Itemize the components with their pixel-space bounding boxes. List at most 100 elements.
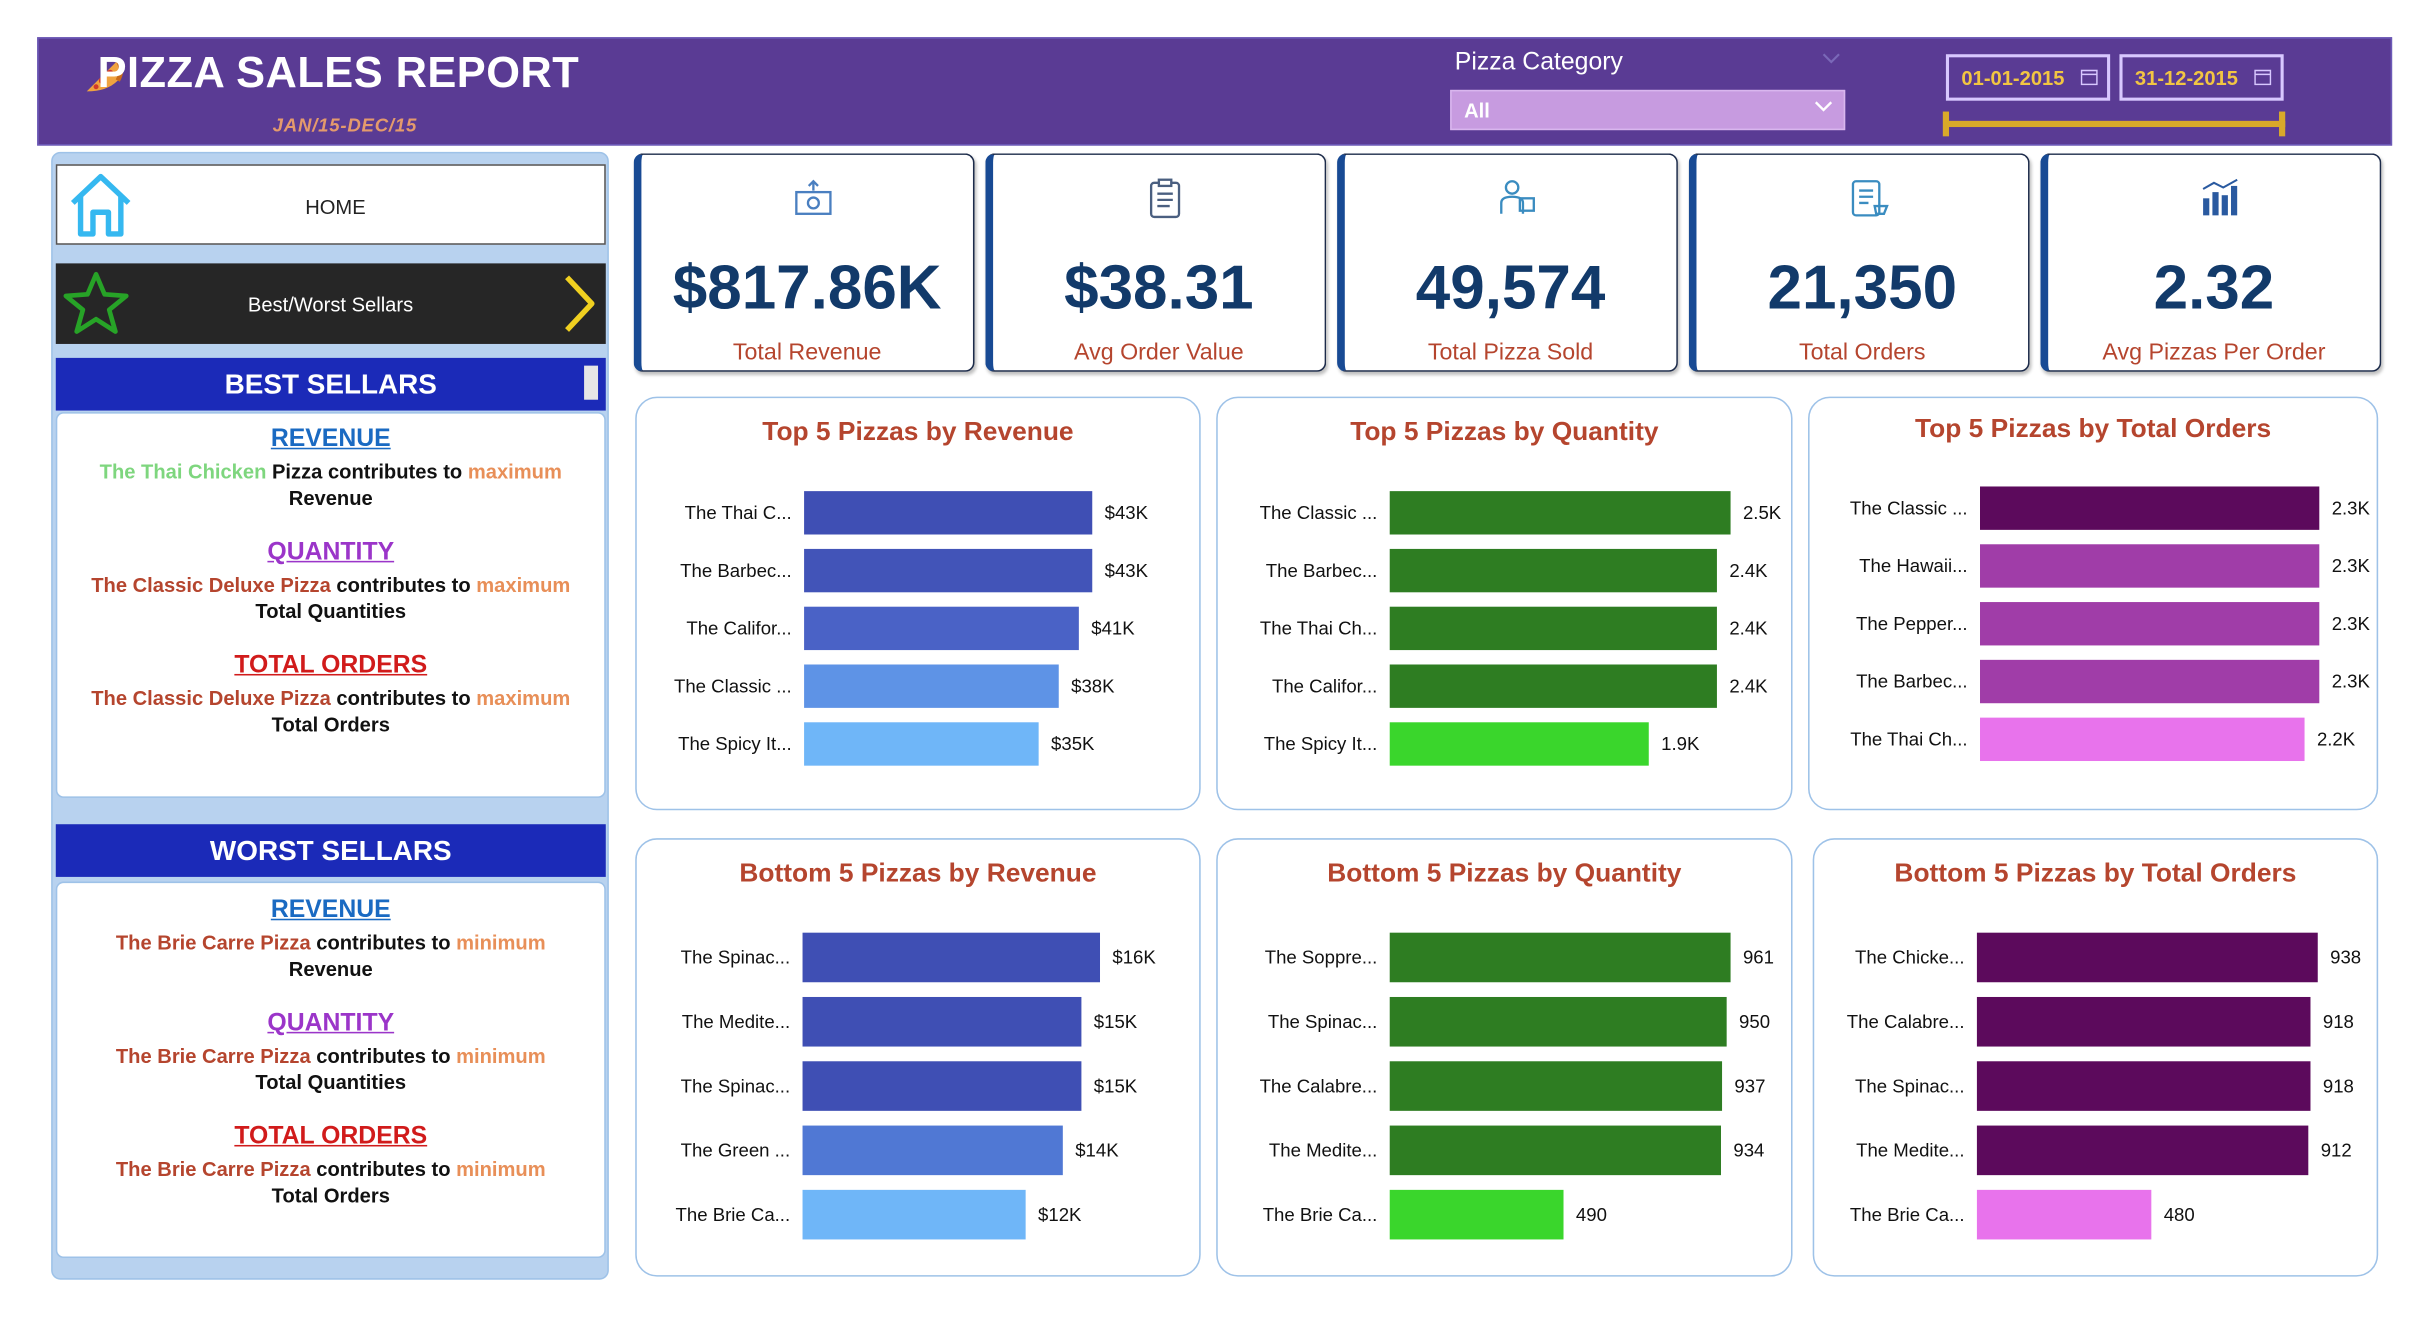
category-label: The Califor... bbox=[686, 618, 791, 639]
bar[interactable] bbox=[1980, 486, 2320, 530]
kpi-value: $817.86K bbox=[672, 254, 942, 323]
bar[interactable] bbox=[1980, 544, 2320, 588]
best-orders-block: TOTAL ORDERS The Classic Deluxe Pizza co… bbox=[57, 652, 604, 737]
category-label: The Thai Ch... bbox=[1260, 618, 1377, 639]
category-label: The Califor... bbox=[1272, 675, 1377, 696]
text-fragment: contributes to bbox=[310, 931, 457, 955]
data-label: 937 bbox=[1734, 1075, 1765, 1096]
worst-sellers-heading: WORST SELLARS bbox=[55, 824, 606, 877]
bar[interactable] bbox=[1389, 1061, 1723, 1111]
start-date-value: 01-01-2015 bbox=[1961, 66, 2065, 90]
data-label: 2.2K bbox=[2317, 729, 2356, 750]
bar[interactable] bbox=[1976, 1189, 2152, 1240]
data-label: 961 bbox=[1743, 947, 1774, 968]
data-label: 2.4K bbox=[1729, 675, 1768, 696]
category-label: The Barbec... bbox=[680, 560, 792, 581]
data-label: $16K bbox=[1112, 947, 1156, 968]
bar[interactable] bbox=[802, 1125, 1063, 1176]
data-label: 918 bbox=[2323, 1075, 2354, 1096]
category-label: The Thai Ch... bbox=[1850, 729, 1967, 750]
category-label: The Spinac... bbox=[1855, 1075, 1964, 1096]
slider-start-handle[interactable] bbox=[1942, 111, 1950, 137]
calendar-icon bbox=[2254, 69, 2272, 86]
bar[interactable] bbox=[1389, 1125, 1721, 1176]
bar[interactable] bbox=[1976, 996, 2311, 1047]
bar[interactable] bbox=[1980, 602, 2320, 646]
best-worst-sellers-button[interactable]: Best/Worst Sellars bbox=[55, 263, 606, 344]
bar[interactable] bbox=[1389, 722, 1649, 766]
bar[interactable] bbox=[1389, 491, 1731, 535]
chart-top-revenue: Top 5 Pizzas by Revenue The Thai C... $43… bbox=[635, 396, 1201, 811]
worst-revenue-block: REVENUE The Brie Carre Pizza contributes… bbox=[57, 897, 604, 982]
bar[interactable] bbox=[1980, 659, 2320, 704]
bar[interactable] bbox=[802, 932, 1101, 983]
bar[interactable] bbox=[1389, 932, 1731, 983]
bar[interactable] bbox=[1389, 1189, 1564, 1240]
text-fragment: contributes to bbox=[310, 1157, 457, 1181]
category-dropdown[interactable]: All bbox=[1450, 89, 1846, 131]
category-label: The Green ... bbox=[681, 1140, 790, 1161]
worst-orders-tail: Total Orders bbox=[271, 1183, 390, 1207]
data-label: $43K bbox=[1105, 560, 1149, 581]
bar[interactable] bbox=[804, 606, 1079, 651]
bar[interactable] bbox=[1389, 664, 1717, 708]
bar[interactable] bbox=[802, 1189, 1026, 1240]
category-label: The Calabre... bbox=[1260, 1075, 1378, 1096]
best-orders-text: The Classic Deluxe Pizza contributes to … bbox=[57, 685, 604, 711]
star-icon bbox=[63, 271, 129, 334]
best-revenue-title: REVENUE bbox=[270, 426, 391, 453]
category-label: The Hawaii... bbox=[1859, 555, 1967, 576]
data-label: 490 bbox=[1576, 1204, 1607, 1225]
kpi-label: Avg Order Value bbox=[1074, 339, 1244, 366]
category-label: The Barbec... bbox=[1266, 560, 1378, 581]
bar[interactable] bbox=[804, 664, 1059, 708]
bar[interactable] bbox=[1976, 1061, 2311, 1111]
data-label: 2.3K bbox=[2332, 497, 2371, 518]
kpi-label: Total Pizza Sold bbox=[1427, 339, 1594, 366]
chart-title: Top 5 Pizzas by Quantity bbox=[1350, 416, 1659, 447]
start-date-input[interactable]: 01-01-2015 bbox=[1945, 54, 2111, 101]
worst-orders-block: TOTAL ORDERS The Brie Carre Pizza contri… bbox=[57, 1123, 604, 1208]
scrollbar[interactable] bbox=[584, 365, 599, 400]
category-label: The Spinac... bbox=[681, 947, 790, 968]
chart-bottom-revenue: Bottom 5 Pizzas by Revenue The Spinac...… bbox=[635, 838, 1201, 1277]
end-date-input[interactable]: 31-12-2015 bbox=[2119, 54, 2284, 101]
text-fragment: contributes to bbox=[330, 686, 477, 710]
page-title: PIZZA SALES REPORT bbox=[97, 48, 580, 97]
chart-bottom-orders: Bottom 5 Pizzas by Total Orders The Chic… bbox=[1812, 838, 2379, 1277]
bar[interactable] bbox=[1389, 606, 1717, 651]
data-label: 918 bbox=[2323, 1011, 2354, 1032]
chevron-down-icon[interactable] bbox=[1822, 53, 1841, 65]
category-label: The Medite... bbox=[682, 1011, 790, 1032]
chevron-right-icon bbox=[565, 275, 595, 332]
bar[interactable] bbox=[804, 491, 1093, 535]
data-label: $41K bbox=[1091, 618, 1135, 639]
bar[interactable] bbox=[804, 722, 1039, 766]
extreme-word: maximum bbox=[467, 460, 562, 484]
bar-chart: The Chicke... 938 The Calabre... 918 The Spi… bbox=[1847, 932, 2361, 1240]
bar[interactable] bbox=[1389, 996, 1727, 1047]
bar[interactable] bbox=[802, 996, 1082, 1047]
bar-chart: The Spinac... $16K The Medite... $15K The Sp… bbox=[676, 932, 1156, 1240]
bar[interactable] bbox=[1389, 548, 1717, 593]
category-label: Pizza Category bbox=[1454, 49, 1623, 76]
data-label: $43K bbox=[1105, 502, 1149, 523]
text-fragment: contributes to bbox=[310, 1044, 457, 1068]
bar[interactable] bbox=[1976, 932, 2318, 983]
home-button[interactable]: HOME bbox=[55, 164, 606, 245]
date-range-slider[interactable] bbox=[1945, 120, 2286, 128]
bar[interactable] bbox=[802, 1061, 1082, 1111]
extreme-word: minimum bbox=[456, 931, 546, 955]
chevron-down-icon bbox=[1814, 101, 1833, 112]
bar[interactable] bbox=[804, 548, 1093, 593]
slider-end-handle[interactable] bbox=[2279, 111, 2286, 137]
bar-chart: The Classic ... 2.5K The Barbec... 2.4K The … bbox=[1260, 491, 1782, 766]
kpi-label: Avg Pizzas Per Order bbox=[2102, 339, 2326, 366]
bar-chart-icon bbox=[2202, 178, 2238, 216]
best-quantity-tail: Total Quantities bbox=[255, 599, 407, 623]
best-revenue-block: REVENUE The Thai Chicken Pizza contribut… bbox=[57, 426, 604, 511]
text-fragment: Pizza contributes to bbox=[266, 460, 468, 484]
bar[interactable] bbox=[1976, 1125, 2309, 1176]
bar[interactable] bbox=[1980, 717, 2305, 762]
data-label: 2.5K bbox=[1743, 502, 1782, 523]
